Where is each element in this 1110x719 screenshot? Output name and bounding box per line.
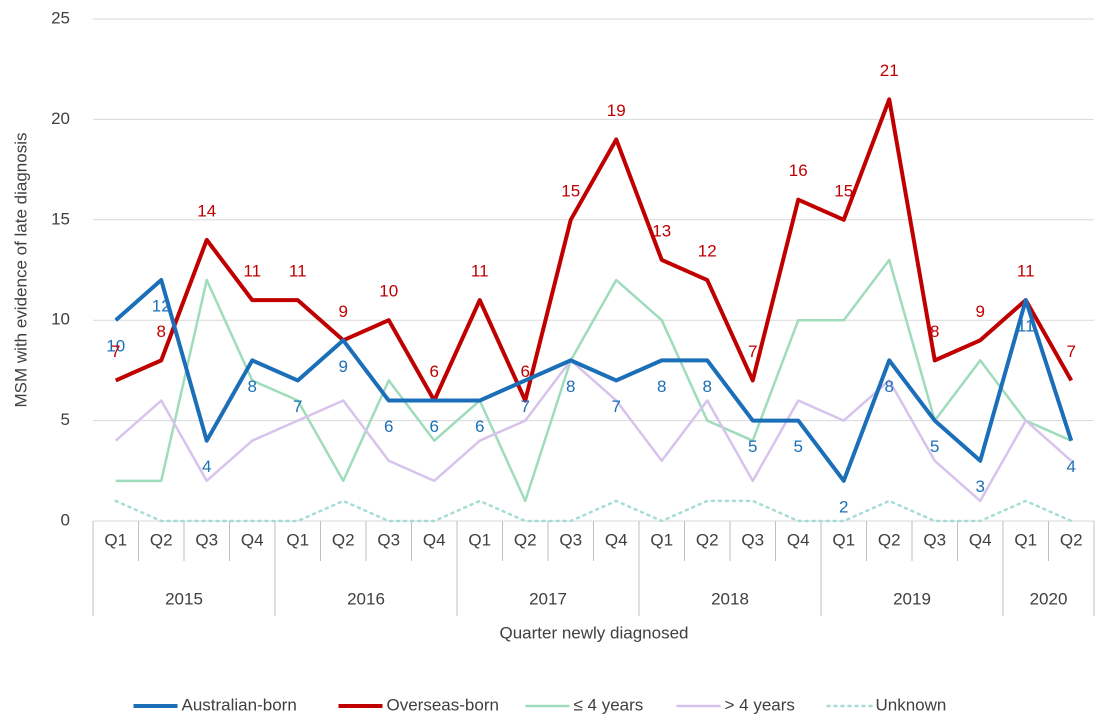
x-tick-label: Q3 (741, 530, 764, 549)
data-label: 14 (197, 201, 216, 220)
x-tick-label: Q2 (878, 530, 901, 549)
x-tick-label: Q2 (332, 530, 355, 549)
data-label: 6 (384, 417, 393, 436)
x-tick-label: Q4 (605, 530, 628, 549)
x-tick-label: Q2 (696, 530, 719, 549)
data-label: 11 (1017, 262, 1035, 281)
data-label: 13 (652, 221, 671, 240)
data-label: 7 (748, 342, 757, 361)
x-tick-label: Q3 (923, 530, 946, 549)
legend-label: Unknown (876, 695, 947, 714)
data-label: 7 (612, 397, 621, 416)
data-label: 8 (930, 322, 939, 341)
data-label: 4 (202, 457, 211, 476)
legend-label: ≤ 4 years (574, 695, 644, 714)
data-label: 6 (521, 362, 530, 381)
data-label: 4 (1067, 457, 1076, 476)
data-label: 8 (248, 377, 257, 396)
x-group-label: 2020 (1030, 589, 1068, 608)
x-tick-label: Q2 (150, 530, 173, 549)
data-label: 11 (243, 262, 261, 281)
data-label: 2 (839, 497, 848, 516)
x-tick-label: Q1 (650, 530, 673, 549)
y-tick-label: 20 (51, 109, 70, 128)
data-label: 7 (1067, 342, 1076, 361)
x-tick-label: Q4 (787, 530, 810, 549)
data-label: 8 (566, 377, 575, 396)
data-label: 6 (430, 417, 439, 436)
x-group-label: 2019 (893, 589, 931, 608)
data-label: 15 (834, 181, 853, 200)
data-label: 5 (794, 437, 803, 456)
y-tick-label: 5 (61, 410, 70, 429)
x-group-label: 2016 (347, 589, 385, 608)
legend-label: > 4 years (725, 695, 795, 714)
data-label: 10 (379, 282, 398, 301)
x-tick-label: Q3 (195, 530, 218, 549)
data-label: 8 (703, 377, 712, 396)
x-axis-title: Quarter newly diagnosed (499, 623, 688, 642)
data-label: 12 (698, 242, 717, 261)
data-label: 16 (789, 161, 808, 180)
data-label: 7 (293, 397, 302, 416)
data-label: 5 (930, 437, 939, 456)
data-label: 7 (111, 342, 120, 361)
data-label: 11 (289, 262, 307, 281)
x-tick-label: Q1 (286, 530, 309, 549)
y-tick-label: 25 (51, 8, 70, 27)
y-tick-label: 0 (61, 510, 70, 529)
data-label: 15 (561, 181, 580, 200)
data-label: 3 (976, 477, 985, 496)
data-label: 7 (521, 397, 530, 416)
series-line (114, 278, 1074, 483)
data-label: 21 (880, 61, 899, 80)
x-tick-label: Q3 (377, 530, 400, 549)
data-label: 9 (339, 357, 348, 376)
x-tick-label: Q1 (832, 530, 855, 549)
series-line (114, 97, 1073, 403)
x-tick-label: Q4 (423, 530, 446, 549)
data-label: 12 (152, 297, 171, 316)
data-label: 8 (157, 322, 166, 341)
x-tick-label: Q3 (559, 530, 582, 549)
x-group-label: 2018 (711, 589, 749, 608)
data-label: 8 (885, 377, 894, 396)
series-line (114, 499, 1073, 523)
data-label: 10 (106, 337, 125, 356)
x-group-label: 2017 (529, 589, 567, 608)
x-tick-label: Q1 (468, 530, 491, 549)
y-tick-label: 15 (51, 209, 70, 228)
x-tick-label: Q2 (1060, 530, 1083, 549)
data-label: 6 (475, 417, 484, 436)
legend-label: Australian-born (182, 695, 297, 714)
x-tick-label: Q1 (1014, 530, 1037, 549)
data-label: 9 (976, 302, 985, 321)
y-tick-label: 10 (51, 310, 70, 329)
x-tick-label: Q1 (104, 530, 127, 549)
data-label: 5 (748, 437, 757, 456)
data-label: 11 (1017, 317, 1035, 336)
y-axis-title: MSM with evidence of late diagnosis (11, 133, 30, 408)
data-label: 6 (430, 362, 439, 381)
x-tick-label: Q2 (514, 530, 537, 549)
data-label: 11 (471, 262, 489, 281)
x-tick-label: Q4 (969, 530, 992, 549)
legend-label: Overseas-born (387, 695, 499, 714)
series-line (114, 359, 1073, 503)
x-group-label: 2015 (165, 589, 203, 608)
series-line (115, 258, 1072, 503)
x-tick-label: Q4 (241, 530, 264, 549)
data-label: 8 (657, 377, 666, 396)
data-label: 19 (607, 101, 626, 120)
data-label: 9 (339, 302, 348, 321)
